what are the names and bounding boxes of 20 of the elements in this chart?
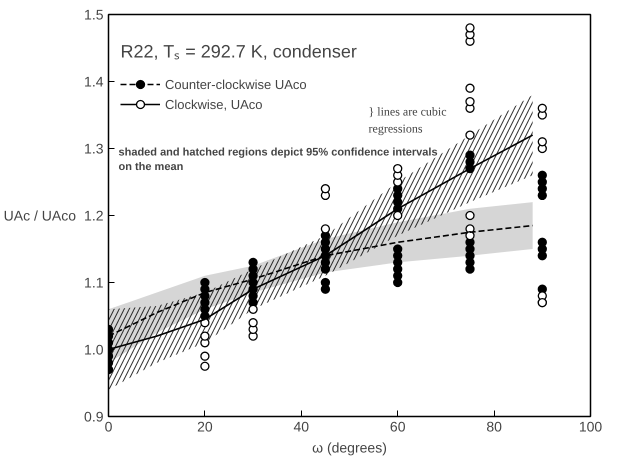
y-tick-label: 1.0 — [84, 342, 104, 358]
x-tick-label: 20 — [197, 418, 213, 434]
legend-label: Clockwise, UAco — [165, 96, 263, 112]
y-tick-label: 0.9 — [84, 408, 104, 424]
legend-label: Counter-clockwise UAco — [165, 76, 307, 92]
x-tick-label: 80 — [486, 418, 502, 434]
y-axis-title: UAc / UAco — [4, 208, 76, 224]
x-tick-label: 0 — [104, 418, 113, 434]
y-tick-label: 1.4 — [84, 74, 104, 90]
annotation: } lines are cubic regressions — [368, 104, 447, 136]
x-tick-label: 60 — [390, 418, 406, 434]
text: R22, Tₛ = 292.7 K, condenser — [120, 42, 357, 62]
y-tick-label: 1.1 — [84, 274, 104, 290]
x-axis-title: ω (degrees) — [312, 440, 387, 456]
y-tick-label: 1.2 — [84, 208, 104, 224]
x-tick-label: 100 — [578, 418, 602, 434]
y-tick-label: 1.5 — [84, 6, 104, 22]
y-tick-label: 1.3 — [84, 140, 104, 156]
x-tick-label: 40 — [294, 418, 310, 434]
annotation: shaded and hatched regions depict 95% confidence intervals on the mean — [118, 146, 438, 173]
